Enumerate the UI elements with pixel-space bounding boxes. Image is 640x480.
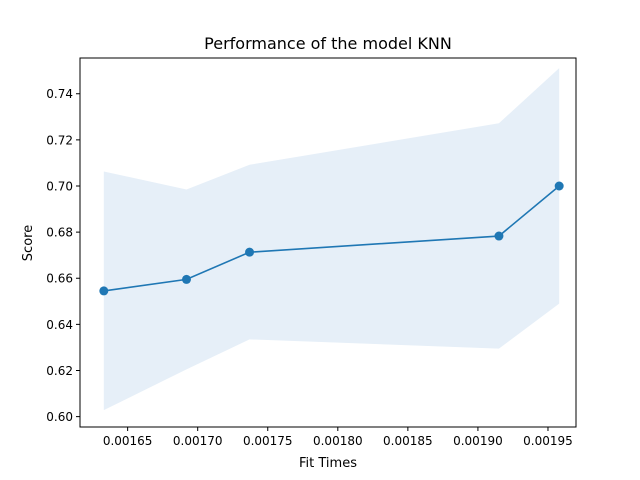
- chart-title: Performance of the model KNN: [204, 34, 452, 53]
- y-tick-label: 0.66: [46, 272, 73, 286]
- y-tick-label: 0.72: [46, 133, 73, 147]
- x-tick-label: 0.00185: [383, 434, 433, 448]
- y-tick-label: 0.64: [46, 318, 73, 332]
- x-axis-ticks: 0.00165 0.00170 0.00175 0.00180 0.00185 0.001…: [103, 427, 573, 448]
- x-tick-label: 0.00165: [103, 434, 153, 448]
- y-tick-label: 0.70: [46, 179, 73, 193]
- data-point: [554, 181, 564, 191]
- data-point: [181, 274, 191, 284]
- x-tick-label: 0.00180: [313, 434, 363, 448]
- x-axis-label: Fit Times: [299, 456, 357, 471]
- confidence-band-layer: [103, 68, 560, 411]
- data-point: [494, 231, 504, 241]
- x-tick-label: 0.00190: [453, 434, 503, 448]
- y-tick-label: 0.62: [46, 364, 73, 378]
- confidence-band: [103, 68, 560, 411]
- plot-frame: [79, 57, 577, 428]
- series-marker-layer: [99, 181, 564, 296]
- y-tick-label: 0.74: [46, 87, 73, 101]
- y-axis-label: Score: [21, 225, 36, 261]
- y-axis-ticks: 0.60 0.62 0.64 0.66 0.68 0.70 0.72 0.74: [46, 87, 80, 424]
- x-tick-label: 0.00170: [173, 434, 223, 448]
- data-point: [245, 247, 255, 257]
- x-tick-label: 0.00175: [243, 434, 293, 448]
- y-tick-label: 0.68: [46, 226, 73, 240]
- y-tick-label: 0.60: [46, 410, 73, 424]
- data-point: [99, 286, 109, 296]
- x-tick-label: 0.00195: [523, 434, 573, 448]
